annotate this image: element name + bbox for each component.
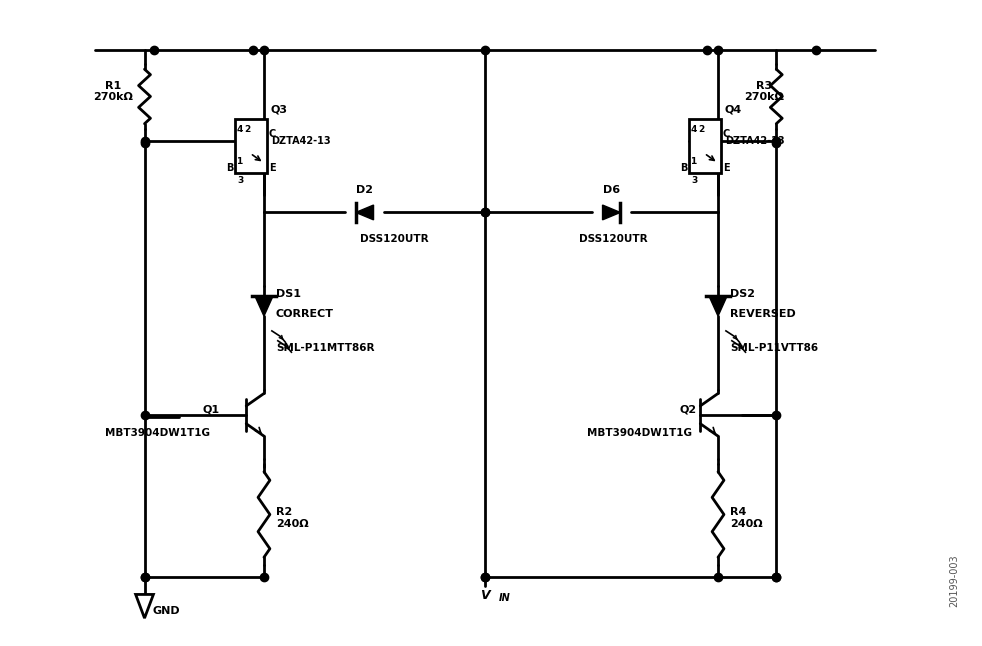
Text: D6: D6 [603, 185, 620, 194]
Text: SML-P11VTT86: SML-P11VTT86 [730, 342, 818, 353]
Polygon shape [255, 297, 273, 316]
Text: 1: 1 [690, 157, 696, 166]
Text: MBT3904DW1T1G: MBT3904DW1T1G [587, 428, 691, 437]
Text: E: E [723, 163, 730, 173]
Text: Q1: Q1 [202, 405, 220, 415]
Text: Q2: Q2 [680, 405, 696, 415]
Text: REVERSED: REVERSED [730, 309, 795, 319]
Text: E: E [269, 163, 276, 173]
Text: Q4: Q4 [725, 105, 742, 115]
Text: IN: IN [499, 594, 511, 603]
Text: CORRECT: CORRECT [276, 309, 334, 319]
Text: B: B [226, 163, 234, 173]
Polygon shape [355, 205, 373, 220]
Text: 4: 4 [237, 125, 243, 134]
Bar [236, 119, 267, 173]
Text: 1: 1 [237, 157, 243, 166]
Text: C: C [723, 129, 731, 140]
Text: GND: GND [152, 606, 180, 616]
Text: 3: 3 [238, 176, 244, 185]
Text: SML-P11MTT86R: SML-P11MTT86R [276, 342, 374, 353]
Text: MBT3904DW1T1G: MBT3904DW1T1G [105, 428, 210, 437]
Text: 4: 4 [690, 125, 697, 134]
Text: Q3: Q3 [271, 105, 288, 115]
Text: R3
270kΩ: R3 270kΩ [744, 81, 785, 102]
Text: DSS120UTR: DSS120UTR [360, 234, 428, 244]
Text: DS1: DS1 [276, 289, 300, 299]
Text: R1
270kΩ: R1 270kΩ [93, 81, 133, 102]
Polygon shape [136, 594, 153, 618]
Bar [689, 119, 721, 173]
Text: DSS120UTR: DSS120UTR [579, 234, 648, 244]
Text: 2: 2 [698, 125, 704, 134]
Text: R4
240Ω: R4 240Ω [730, 507, 762, 529]
Text: R2
240Ω: R2 240Ω [276, 507, 308, 529]
Polygon shape [709, 297, 727, 316]
Text: DZTA42-13: DZTA42-13 [271, 136, 331, 147]
Text: DS2: DS2 [730, 289, 755, 299]
Text: B: B [681, 163, 687, 173]
Text: D2: D2 [356, 185, 373, 194]
Text: V: V [480, 589, 490, 601]
Text: 2: 2 [245, 125, 250, 134]
Text: C: C [269, 129, 276, 140]
Text: DZTA42-13: DZTA42-13 [725, 136, 785, 147]
Text: 3: 3 [691, 176, 697, 185]
Polygon shape [603, 205, 621, 220]
Text: 20199-003: 20199-003 [949, 555, 958, 607]
